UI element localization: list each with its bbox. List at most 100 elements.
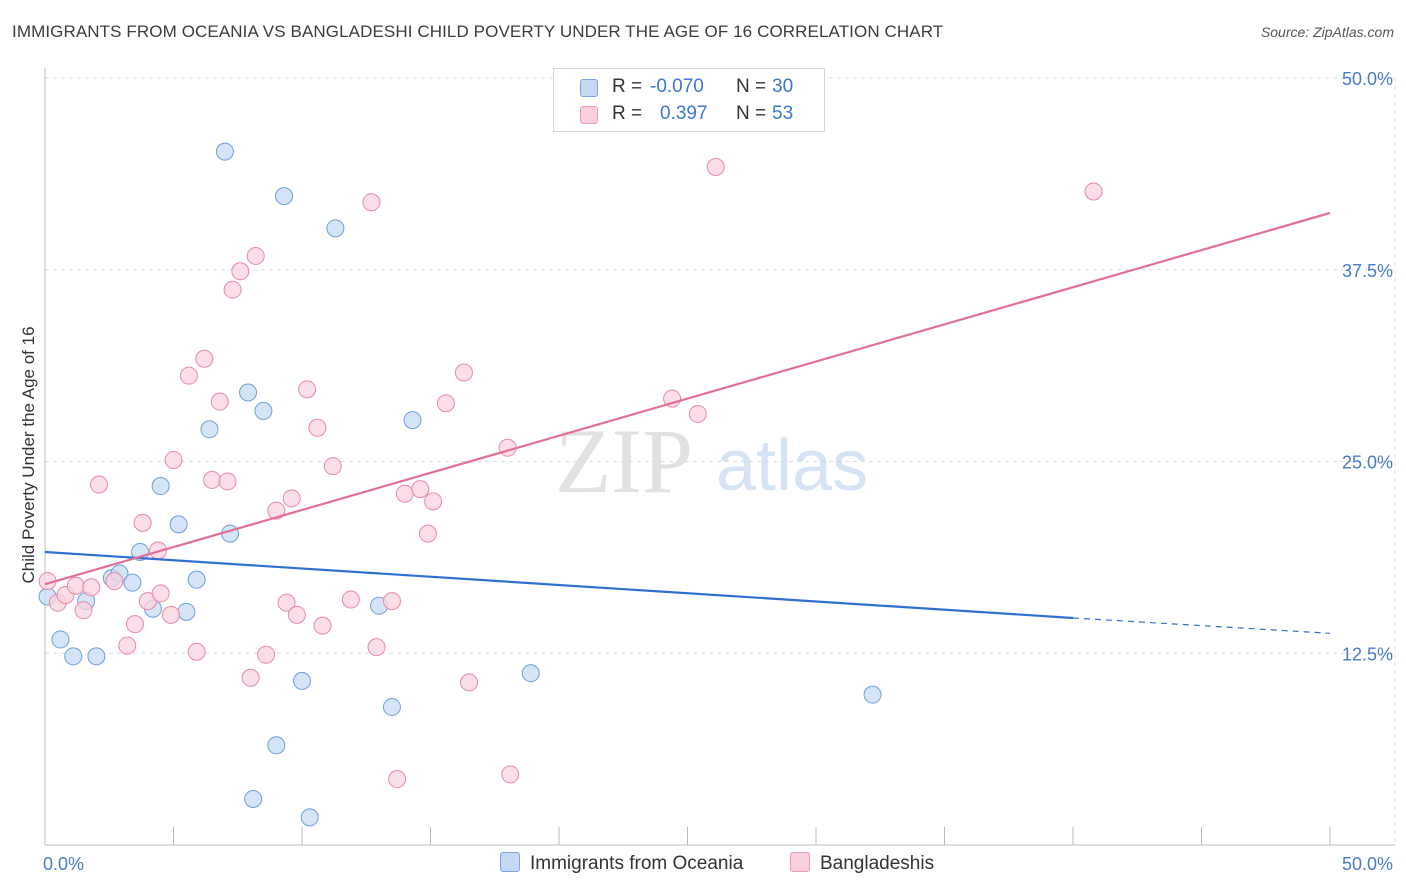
legend-n-label: N = — [736, 76, 767, 97]
bangladeshi-point — [241, 668, 260, 687]
oceania-point — [863, 685, 882, 704]
bangladeshi-point — [74, 601, 93, 620]
trendline-oceania-extension — [1072, 617, 1331, 634]
bangladeshi-point — [277, 593, 296, 612]
bangladeshi-point — [246, 246, 265, 265]
bangladeshi-point — [125, 615, 144, 634]
series-oceania-points — [38, 142, 882, 827]
legend-r-label: R = — [612, 103, 643, 124]
legend-swatch-oceania — [500, 852, 520, 872]
bangladeshi-point — [501, 765, 520, 784]
bangladeshi-point — [706, 157, 725, 176]
bangladeshi-point — [298, 380, 317, 399]
bangladeshi-point — [203, 470, 222, 489]
bangladeshi-point — [105, 572, 124, 591]
legend-r-value: 0.397 — [660, 103, 708, 124]
bangladeshi-point — [454, 363, 473, 382]
bangladeshi-point — [161, 605, 180, 624]
bangladeshi-point — [118, 636, 137, 655]
bangladeshi-point — [164, 450, 183, 469]
legend-r-label: R = — [612, 76, 643, 97]
bangladeshi-point — [133, 513, 152, 532]
oceania-point — [293, 671, 311, 690]
legend-row-bangladeshi: R = 0.397 N = 53 — [554, 100, 824, 128]
chart-title: IMMIGRANTS FROM OCEANIA VS BANGLADESHI C… — [12, 22, 944, 41]
oceania-point — [177, 602, 196, 621]
bangladeshi-point — [323, 457, 342, 476]
oceania-point — [51, 630, 70, 649]
legend-swatch-bangladeshi — [580, 106, 598, 124]
bangladeshi-point — [257, 645, 276, 664]
legend-label-oceania: Immigrants from Oceania — [530, 853, 744, 874]
bottom-legend-oceania: Immigrants from Oceania — [500, 852, 743, 875]
bangladeshi-point — [367, 638, 386, 657]
oceania-point — [200, 420, 219, 439]
x-tick-label: 50.0% — [1342, 854, 1393, 874]
legend-swatch-bangladeshi — [790, 852, 810, 872]
y-tick-label: 37.5% — [1342, 261, 1393, 281]
bangladeshi-point — [382, 592, 401, 611]
bangladeshi-point — [187, 642, 206, 661]
y-tick-label: 25.0% — [1342, 453, 1393, 473]
bangladeshi-point — [436, 394, 455, 413]
y-axis-label: Child Poverty Under the Age of 16 — [19, 326, 38, 583]
bangladeshi-point — [313, 616, 332, 635]
x-tick-label: 0.0% — [43, 854, 84, 874]
bangladeshi-point — [66, 576, 85, 595]
bangladeshi-point — [151, 584, 170, 603]
bangladeshi-point — [223, 280, 242, 299]
oceania-point — [239, 383, 258, 402]
trend-lines — [44, 211, 1331, 634]
bangladeshi-point — [688, 404, 707, 423]
oceania-point — [254, 401, 273, 420]
oceania-point — [521, 664, 540, 683]
trendline-oceania — [44, 550, 1074, 620]
series-bangladeshi-points — [38, 157, 1103, 789]
bangladeshi-point — [218, 472, 237, 491]
bangladeshi-point — [82, 578, 101, 597]
correlation-legend: R = -0.070 N = 30 R = 0.397 N = 53 — [553, 68, 825, 132]
bangladeshi-point — [308, 418, 327, 437]
axes — [44, 68, 1395, 846]
bangladeshi-point — [460, 673, 479, 692]
bangladeshi-point — [411, 480, 430, 499]
bangladeshi-point — [282, 489, 301, 508]
legend-n-value: 30 — [772, 76, 794, 97]
bangladeshi-point — [179, 366, 198, 385]
watermark-zip: ZIP — [555, 410, 693, 512]
oceania-point — [326, 219, 345, 238]
trendline-bangladeshi — [44, 211, 1331, 586]
bangladeshi-point — [341, 590, 360, 609]
oceania-point — [403, 411, 422, 430]
bangladeshi-point — [1084, 182, 1103, 201]
oceania-point — [300, 808, 319, 827]
oceania-point — [64, 647, 83, 666]
bangladeshi-point — [418, 524, 437, 543]
oceania-point — [151, 477, 170, 496]
legend-label-bangladeshi: Bangladeshis — [820, 853, 935, 874]
bangladeshi-point — [89, 475, 108, 494]
tick-labels: 12.5% 25.0% 37.5% 50.0% 0.0% 50.0% — [43, 69, 1393, 874]
oceania-point — [87, 647, 106, 666]
legend-n-value: 53 — [772, 103, 794, 124]
bangladeshi-point — [424, 492, 443, 511]
oceania-point — [275, 187, 294, 206]
oceania-point — [169, 515, 188, 534]
oceania-point — [215, 142, 234, 161]
y-tick-label: 12.5% — [1342, 644, 1393, 664]
y-tick-label: 50.0% — [1342, 69, 1393, 89]
oceania-point — [267, 736, 286, 755]
bangladeshi-point — [195, 349, 214, 368]
bottom-legend-bangladeshi: Bangladeshis — [790, 852, 934, 875]
oceania-point — [382, 697, 401, 716]
bangladeshi-point — [498, 438, 517, 457]
legend-r-value: -0.070 — [650, 76, 704, 97]
bangladeshi-point — [267, 501, 286, 520]
oceania-point — [244, 789, 263, 808]
bangladeshi-point — [388, 770, 407, 789]
watermark: ZIP atlas — [555, 410, 868, 512]
bangladeshi-point — [287, 605, 306, 624]
legend-row-oceania: R = -0.070 N = 30 — [554, 73, 824, 101]
bangladeshi-point — [362, 193, 381, 212]
watermark-atlas: atlas — [716, 426, 868, 506]
